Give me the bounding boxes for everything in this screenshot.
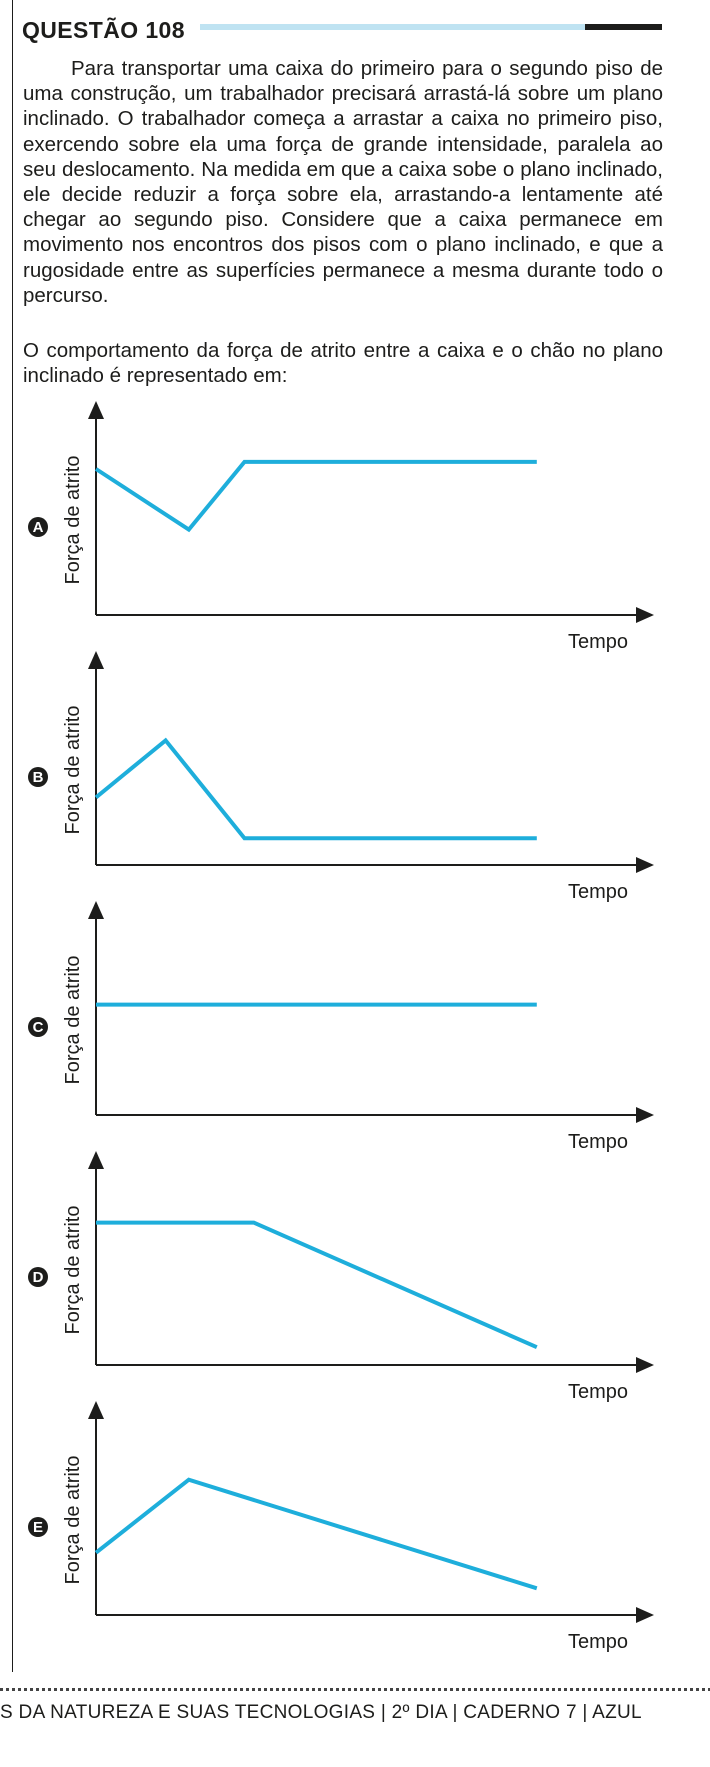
option-letter: D	[33, 1269, 44, 1286]
x-axis-arrow	[636, 1107, 654, 1123]
footer-text: S DA NATUREZA E SUAS TECNOLOGIAS | 2º DI…	[0, 1702, 642, 1723]
x-axis-label: Tempo	[568, 1131, 628, 1153]
question-title: QUESTÃO 108	[22, 17, 185, 43]
series-line	[94, 1477, 538, 1591]
x-axis-label: Tempo	[568, 1631, 628, 1653]
y-axis-label: Força de atrito	[62, 1456, 84, 1585]
option-letter: E	[33, 1519, 43, 1536]
series-line	[96, 1220, 538, 1350]
question-statement: Para transportar uma caixa do primeiro p…	[23, 57, 663, 307]
series-line	[94, 737, 537, 841]
left-margin-rule	[12, 0, 13, 1672]
option-chart-b: Força de atrito Tempo B	[28, 651, 654, 903]
y-axis-label: Força de atrito	[62, 456, 84, 585]
option-letter: A	[33, 519, 44, 536]
x-axis-label: Tempo	[568, 631, 628, 653]
option-letter-badge	[28, 517, 48, 537]
option-letter: C	[33, 1019, 44, 1036]
y-axis-arrow	[88, 901, 104, 919]
option-letter: B	[33, 769, 44, 786]
option-chart-e: Força de atrito Tempo E	[28, 1401, 654, 1653]
title-bar-highlight	[200, 24, 585, 30]
option-chart-d: Força de atrito Tempo D	[28, 1151, 654, 1403]
series-line	[94, 459, 537, 533]
x-axis-arrow	[636, 857, 654, 873]
x-axis-arrow	[636, 1357, 654, 1373]
question-prompt: O comportamento da força de atrito entre…	[23, 339, 663, 388]
x-axis-arrow	[636, 607, 654, 623]
option-letter-badge	[28, 1517, 48, 1537]
y-axis-arrow	[88, 1151, 104, 1169]
footer-divider	[0, 1688, 710, 1691]
x-axis-label: Tempo	[568, 881, 628, 903]
answer-options: Força de atrito Tempo A Força de atrito Temp…	[0, 401, 710, 1665]
y-axis-label: Força de atrito	[62, 1206, 84, 1335]
y-axis-label: Força de atrito	[62, 706, 84, 835]
question-header: QUESTÃO 108	[22, 12, 662, 43]
y-axis-arrow	[88, 651, 104, 669]
y-axis-arrow	[88, 1401, 104, 1419]
option-chart-a: Força de atrito Tempo A	[28, 401, 654, 653]
y-axis-label: Força de atrito	[62, 956, 84, 1085]
option-letter-badge	[28, 1267, 48, 1287]
x-axis-arrow	[636, 1607, 654, 1623]
option-letter-badge	[28, 767, 48, 787]
option-chart-c: Força de atrito Tempo C	[28, 901, 654, 1153]
x-axis-label: Tempo	[568, 1381, 628, 1403]
y-axis-arrow	[88, 401, 104, 419]
option-letter-badge	[28, 1017, 48, 1037]
